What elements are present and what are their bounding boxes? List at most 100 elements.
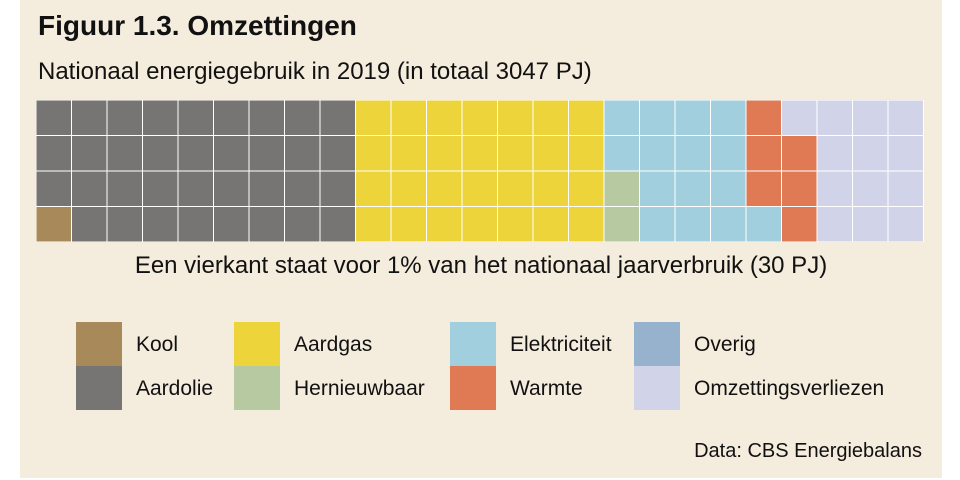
waffle-cell-aardgas [532, 170, 569, 207]
waffle-cell-aardgas [355, 206, 392, 242]
waffle-cell-warmte [781, 135, 818, 172]
waffle-cell-aardgas [461, 170, 498, 207]
waffle-cell-aardolie [248, 135, 285, 172]
waffle-cell-aardgas [461, 135, 498, 172]
waffle-cell-aardolie [106, 170, 143, 207]
waffle-cell-aardgas [532, 135, 569, 172]
legend-label: Omzettingsverliezen [694, 377, 885, 400]
legend-label: Warmte [510, 377, 583, 400]
waffle-cell-omzettingsverliezen [887, 100, 924, 136]
waffle-cell-aardolie [177, 135, 214, 172]
waffle-cell-aardgas [390, 100, 427, 136]
waffle-cell-aardolie [248, 170, 285, 207]
waffle-cell-aardgas [426, 170, 463, 207]
legend-swatch [234, 322, 280, 366]
chart-subtitle: Nationaal energiegebruik in 2019 (in tot… [38, 58, 592, 85]
waffle-cell-elektriciteit [674, 135, 711, 172]
waffle-cell-warmte [745, 170, 782, 207]
waffle-cell-omzettingsverliezen [852, 135, 889, 172]
waffle-cell-elektriciteit [674, 100, 711, 136]
waffle-cell-aardolie [213, 206, 250, 242]
waffle-cell-aardolie [142, 206, 179, 242]
waffle-cell-aardgas [568, 100, 605, 136]
waffle-cell-warmte [745, 135, 782, 172]
waffle-cell-aardolie [248, 100, 285, 136]
waffle-cell-elektriciteit [710, 135, 747, 172]
waffle-cell-elektriciteit [639, 170, 676, 207]
waffle-cell-aardolie [177, 170, 214, 207]
waffle-chart [36, 100, 924, 242]
waffle-cell-aardgas [426, 206, 463, 242]
waffle-cell-aardgas [497, 206, 534, 242]
waffle-cell-warmte [781, 170, 818, 207]
waffle-cell-aardolie [142, 135, 179, 172]
waffle-cell-aardolie [284, 135, 321, 172]
waffle-cell-aardgas [568, 206, 605, 242]
waffle-cell-aardgas [390, 206, 427, 242]
waffle-cell-aardgas [355, 100, 392, 136]
waffle-cell-aardgas [532, 100, 569, 136]
waffle-cell-aardolie [36, 170, 72, 207]
waffle-cell-aardgas [497, 170, 534, 207]
waffle-cell-elektriciteit [710, 100, 747, 136]
waffle-cell-aardolie [213, 170, 250, 207]
waffle-cell-aardolie [284, 170, 321, 207]
waffle-cell-omzettingsverliezen [887, 206, 924, 242]
waffle-cell-aardgas [568, 170, 605, 207]
waffle-cell-elektriciteit [639, 135, 676, 172]
waffle-cell-aardolie [71, 135, 108, 172]
waffle-cell-aardolie [213, 100, 250, 136]
waffle-cell-elektriciteit [674, 206, 711, 242]
waffle-cell-elektriciteit [710, 206, 747, 242]
waffle-cell-aardolie [319, 170, 356, 207]
waffle-cell-warmte [781, 206, 818, 242]
legend-label: Kool [136, 333, 179, 356]
waffle-cell-aardolie [106, 100, 143, 136]
waffle-cell-elektriciteit [710, 170, 747, 207]
waffle-cell-omzettingsverliezen [852, 170, 889, 207]
waffle-cell-hernieuwbaar [603, 170, 640, 207]
waffle-cell-elektriciteit [674, 170, 711, 207]
waffle-cell-elektriciteit [639, 206, 676, 242]
waffle-cell-aardolie [106, 206, 143, 242]
waffle-cell-aardolie [142, 170, 179, 207]
legend-swatch [634, 366, 680, 410]
waffle-cell-aardgas [532, 206, 569, 242]
waffle-cell-aardolie [177, 100, 214, 136]
waffle-cell-aardgas [390, 135, 427, 172]
waffle-cell-aardolie [71, 170, 108, 207]
waffle-cell-omzettingsverliezen [816, 170, 853, 207]
waffle-cell-aardolie [71, 206, 108, 242]
waffle-cell-omzettingsverliezen [816, 100, 853, 136]
legend-label: Hernieuwbaar [294, 377, 425, 400]
waffle-cell-elektriciteit [639, 100, 676, 136]
chart-note: Een vierkant staat voor 1% van het natio… [134, 252, 828, 279]
legend-label: Aardgas [294, 333, 373, 356]
waffle-cell-aardolie [319, 100, 356, 136]
legend-label: Aardolie [136, 377, 214, 400]
chart-figure: Figuur 1.3. Omzettingen Nationaal energi… [20, 0, 942, 478]
chart-title: Figuur 1.3. Omzettingen [38, 10, 357, 41]
waffle-cell-aardolie [319, 135, 356, 172]
waffle-cell-hernieuwbaar [603, 206, 640, 242]
legend-swatch [450, 366, 496, 410]
waffle-cell-omzettingsverliezen [816, 206, 853, 242]
waffle-cell-omzettingsverliezen [781, 100, 818, 136]
waffle-cell-aardolie [177, 206, 214, 242]
waffle-cell-aardgas [390, 170, 427, 207]
waffle-cell-aardolie [213, 135, 250, 172]
waffle-cell-warmte [745, 100, 782, 136]
waffle-cell-aardgas [355, 170, 392, 207]
waffle-cell-kool [36, 206, 72, 242]
chart-source: Data: CBS Energiebalans [694, 440, 922, 462]
legend-label: Overig [694, 333, 756, 356]
waffle-cell-aardolie [319, 206, 356, 242]
waffle-cell-aardgas [426, 135, 463, 172]
waffle-cell-aardolie [36, 135, 72, 172]
waffle-cell-aardolie [142, 100, 179, 136]
waffle-cell-aardolie [106, 135, 143, 172]
waffle-cell-aardgas [426, 100, 463, 136]
waffle-cell-aardgas [355, 135, 392, 172]
waffle-cell-omzettingsverliezen [852, 100, 889, 136]
legend-swatch [234, 366, 280, 410]
